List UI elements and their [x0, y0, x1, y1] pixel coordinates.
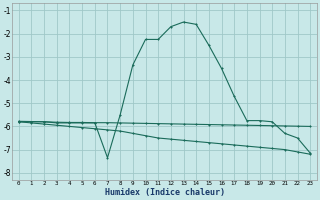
X-axis label: Humidex (Indice chaleur): Humidex (Indice chaleur)	[105, 188, 225, 197]
